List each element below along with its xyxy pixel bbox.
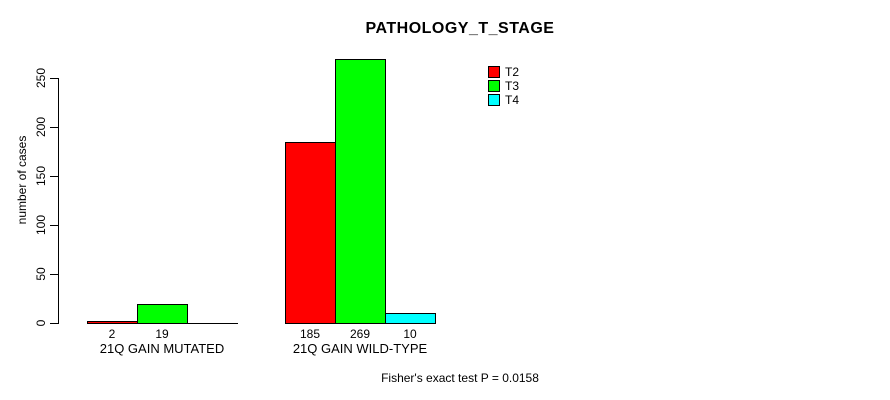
y-axis-tick-label: 0 [34, 319, 48, 327]
legend-label: T3 [505, 79, 520, 93]
x-category-label-1: 21Q GAIN WILD-TYPE [292, 341, 428, 356]
bar-value-label: 2 [108, 327, 116, 341]
legend-item-T3: T3 [488, 79, 519, 93]
bar-value-label: 269 [349, 327, 371, 341]
bar-T3-group-1 [335, 59, 386, 324]
bar-T3-group-0 [137, 304, 188, 324]
y-axis-tick-label: 250 [34, 67, 48, 89]
chart-title: PATHOLOGY_T_STAGE [365, 20, 555, 37]
bar-T2-group-1 [285, 142, 336, 324]
y-axis-tick-label: 100 [34, 214, 48, 236]
y-axis-tick [50, 323, 58, 324]
y-axis-tick [50, 176, 58, 177]
stat-test-annotation: Fisher's exact test P = 0.0158 [381, 371, 539, 385]
legend: T2 T3 T4 [488, 65, 519, 107]
bar-value-label: 19 [155, 327, 169, 341]
legend-label: T4 [505, 93, 520, 107]
bar-T2-group-0 [87, 321, 138, 324]
y-axis-tick-label: 150 [34, 165, 48, 187]
legend-swatch-T4 [488, 94, 500, 106]
y-axis-tick [50, 274, 58, 275]
y-axis-label: number of cases [15, 135, 29, 225]
y-axis-line [58, 78, 59, 324]
y-axis-tick [50, 127, 58, 128]
legend-swatch-T3 [488, 80, 500, 92]
legend-item-T4: T4 [488, 93, 519, 107]
y-axis-tick-label: 200 [34, 116, 48, 138]
y-axis-tick-label: 50 [34, 267, 48, 281]
bar-T4-group-0-zero [187, 323, 238, 324]
x-category-label-0: 21Q GAIN MUTATED [99, 341, 225, 356]
y-axis-tick [50, 78, 58, 79]
y-axis-tick [50, 225, 58, 226]
bar-T4-group-1 [385, 313, 436, 324]
legend-label: T2 [505, 65, 520, 79]
bar-value-label: 10 [403, 327, 417, 341]
legend-swatch-T2 [488, 66, 500, 78]
legend-item-T2: T2 [488, 65, 519, 79]
bar-value-label: 185 [299, 327, 321, 341]
